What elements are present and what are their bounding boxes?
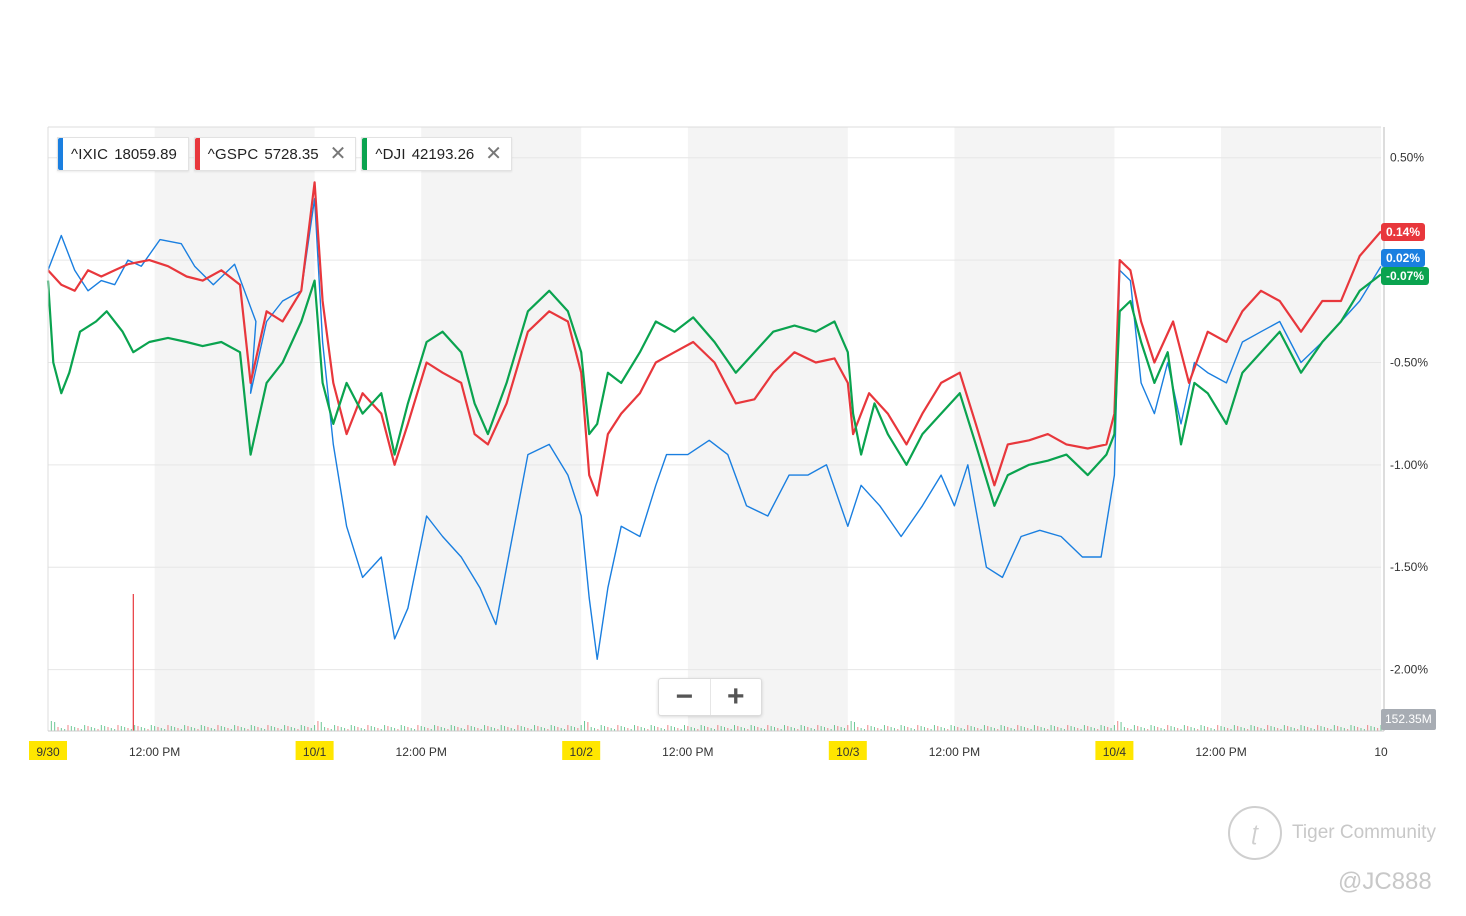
legend-item-ixic[interactable]: ^IXIC 18059.89: [57, 137, 189, 171]
x-tick-highlight: [562, 741, 601, 760]
shade-band: [1221, 127, 1381, 731]
y-axis-labels: 0.50% -0.50% -1.00% -1.50% -2.00%: [1390, 151, 1428, 677]
legend: ^IXIC 18059.89 ^GSPC 5728.35 ✕ ^DJI 4219…: [57, 137, 513, 171]
y-tick-label: -0.50%: [1390, 355, 1428, 369]
series-line-dji: [46, 273, 1382, 507]
x-tick-label: 10/2: [570, 745, 594, 759]
x-tick-label: 9/30: [36, 745, 60, 759]
x-tick-label: 12:00 PM: [129, 745, 180, 759]
tiger-logo-icon: ʈ: [1228, 806, 1282, 860]
legend-value: 42193.26: [411, 145, 475, 163]
x-tick-highlight: [295, 741, 334, 760]
shade-band: [687, 127, 848, 731]
legend-value: 18059.89: [114, 145, 177, 163]
close-icon[interactable]: ✕: [485, 143, 503, 165]
x-tick-label: 12:00 PM: [1195, 745, 1246, 759]
volume-badge: 152.35M: [1381, 709, 1436, 730]
x-tick-label: 10/4: [1103, 745, 1127, 759]
series-line-gspc: [47, 181, 1382, 497]
x-tick-label: 12:00 PM: [929, 745, 980, 759]
zoom-controls: − +: [658, 678, 762, 716]
series-lines: [46, 181, 1382, 660]
legend-symbol: ^DJI: [375, 145, 406, 163]
x-tick-highlight: [29, 741, 67, 760]
y-tick-label: -1.50%: [1390, 560, 1428, 574]
volume-bars: [47, 594, 1382, 731]
dji-change-badge: -0.07%: [1381, 267, 1430, 285]
y-tick-label: -1.00%: [1390, 458, 1428, 472]
watermark: ʈ Tiger Community: [1228, 806, 1436, 860]
zoom-in-button[interactable]: +: [709, 679, 762, 715]
close-icon[interactable]: ✕: [329, 143, 347, 165]
session-shading: [154, 127, 1381, 731]
x-tick-highlight: [1095, 741, 1134, 760]
y-tick-label: 0.50%: [1390, 151, 1424, 165]
shade-band: [421, 127, 582, 731]
x-axis-labels: 9/30 12:00 PM 10/1 12:00 PM 10/2 12:00 PM 10/3…: [29, 741, 1388, 760]
legend-item-dji[interactable]: ^DJI 42193.26 ✕: [361, 137, 513, 171]
x-tick-highlight: [828, 741, 867, 760]
shade-band: [954, 127, 1115, 731]
y-tick-label: -2.00%: [1390, 663, 1428, 677]
x-tick-label: 12:00 PM: [662, 745, 713, 759]
legend-swatch-dji: [362, 138, 368, 170]
legend-value: 5728.35: [264, 145, 319, 163]
legend-symbol: ^GSPC: [207, 145, 259, 163]
legend-swatch-gspc: [194, 138, 200, 170]
x-tick-label: 10/1: [303, 745, 327, 759]
axes: [47, 126, 1385, 732]
watermark-handle: @JC888: [1338, 868, 1432, 895]
gspc-change-badge: 0.14%: [1381, 223, 1426, 241]
x-tick-label: 10/3: [836, 745, 860, 759]
legend-symbol: ^IXIC: [71, 145, 109, 163]
legend-swatch-ixic: [58, 138, 63, 170]
x-tick-label: 10: [1374, 745, 1388, 759]
legend-item-gspc[interactable]: ^GSPC 5728.35 ✕: [193, 137, 357, 171]
ixic-change-badge: 0.02%: [1381, 249, 1426, 267]
watermark-text: Tiger Community: [1292, 822, 1436, 843]
zoom-out-button[interactable]: −: [675, 680, 694, 713]
shade-band: [154, 127, 315, 731]
x-tick-label: 12:00 PM: [396, 745, 447, 759]
